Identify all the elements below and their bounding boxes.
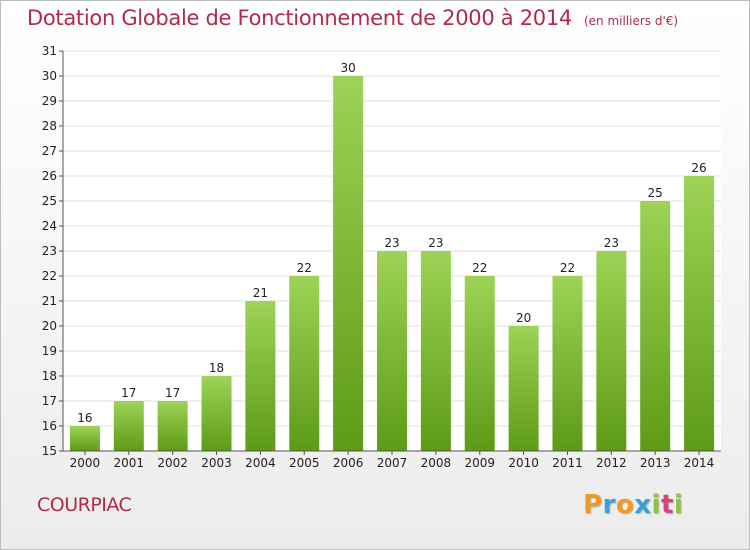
logo-letter: i bbox=[673, 490, 684, 520]
chart-title: Dotation Globale de Fonctionnement de 20… bbox=[27, 6, 678, 30]
x-tick-label: 2010 bbox=[508, 456, 539, 470]
x-tick-label: 2012 bbox=[596, 456, 627, 470]
data-label: 23 bbox=[604, 236, 619, 250]
data-label: 22 bbox=[560, 261, 575, 275]
data-label: 22 bbox=[472, 261, 487, 275]
y-tick-label: 27 bbox=[42, 144, 57, 158]
y-tick-label: 23 bbox=[42, 244, 57, 258]
y-tick-label: 30 bbox=[42, 69, 57, 83]
x-tick-label: 2000 bbox=[70, 456, 101, 470]
x-tick-label: 2004 bbox=[245, 456, 276, 470]
data-label: 17 bbox=[121, 386, 136, 400]
data-label: 23 bbox=[384, 236, 399, 250]
y-tick-label: 28 bbox=[42, 119, 57, 133]
data-label: 17 bbox=[165, 386, 180, 400]
bar bbox=[69, 426, 100, 451]
y-tick-label: 29 bbox=[42, 94, 57, 108]
data-label: 20 bbox=[516, 311, 531, 325]
data-label: 16 bbox=[77, 411, 92, 425]
y-tick-label: 16 bbox=[42, 419, 57, 433]
bar bbox=[377, 251, 407, 451]
y-tick-label: 22 bbox=[42, 269, 57, 283]
bar bbox=[201, 376, 232, 451]
commune-name: COURPIAC bbox=[37, 494, 132, 516]
logo-letter: i bbox=[651, 490, 661, 520]
x-tick-label: 2005 bbox=[289, 456, 320, 470]
logo-letter: t bbox=[660, 490, 674, 520]
data-label: 25 bbox=[648, 186, 663, 200]
y-tick-label: 20 bbox=[42, 319, 57, 333]
bar bbox=[289, 276, 320, 451]
proxiti-logo: Proxiti bbox=[583, 490, 683, 520]
x-tick-label: 2014 bbox=[684, 456, 715, 470]
y-tick-label: 24 bbox=[42, 219, 57, 233]
data-label: 26 bbox=[691, 161, 706, 175]
data-label: 30 bbox=[340, 61, 355, 75]
y-tick-label: 15 bbox=[42, 444, 57, 458]
bar bbox=[245, 301, 276, 451]
bar bbox=[333, 76, 364, 451]
chart-title-text: Dotation Globale de Fonctionnement de 20… bbox=[27, 6, 572, 30]
y-tick-label: 25 bbox=[42, 194, 57, 208]
x-tick-label: 2001 bbox=[114, 456, 145, 470]
y-tick-label: 18 bbox=[42, 369, 57, 383]
logo-letter: o bbox=[615, 490, 635, 520]
y-tick-label: 19 bbox=[42, 344, 57, 358]
y-tick-label: 21 bbox=[42, 294, 57, 308]
data-label: 23 bbox=[428, 236, 443, 250]
y-tick-label: 17 bbox=[42, 394, 57, 408]
bar bbox=[157, 401, 188, 451]
bar bbox=[420, 251, 451, 451]
logo-letter: r bbox=[602, 490, 616, 520]
bar bbox=[640, 201, 671, 451]
x-tick-label: 2011 bbox=[552, 456, 583, 470]
x-tick-label: 2002 bbox=[157, 456, 188, 470]
bar bbox=[596, 251, 627, 451]
bar bbox=[464, 276, 495, 451]
data-label: 18 bbox=[209, 361, 224, 375]
bar bbox=[684, 176, 715, 451]
data-label: 21 bbox=[253, 286, 268, 300]
x-tick-label: 2003 bbox=[201, 456, 232, 470]
bar bbox=[113, 401, 144, 451]
chart-subtitle: (en milliers d'€) bbox=[583, 14, 679, 28]
x-tick-label: 2008 bbox=[421, 456, 452, 470]
bar bbox=[552, 276, 583, 451]
y-tick-label: 31 bbox=[42, 44, 57, 58]
x-tick-label: 2013 bbox=[640, 456, 671, 470]
y-tick-label: 26 bbox=[42, 169, 57, 183]
logo-letter: x bbox=[634, 490, 652, 520]
x-tick-label: 2006 bbox=[333, 456, 364, 470]
data-label: 22 bbox=[297, 261, 312, 275]
logo-letter: P bbox=[583, 490, 603, 520]
bar bbox=[508, 326, 539, 451]
x-tick-label: 2009 bbox=[464, 456, 495, 470]
x-tick-label: 2007 bbox=[377, 456, 408, 470]
